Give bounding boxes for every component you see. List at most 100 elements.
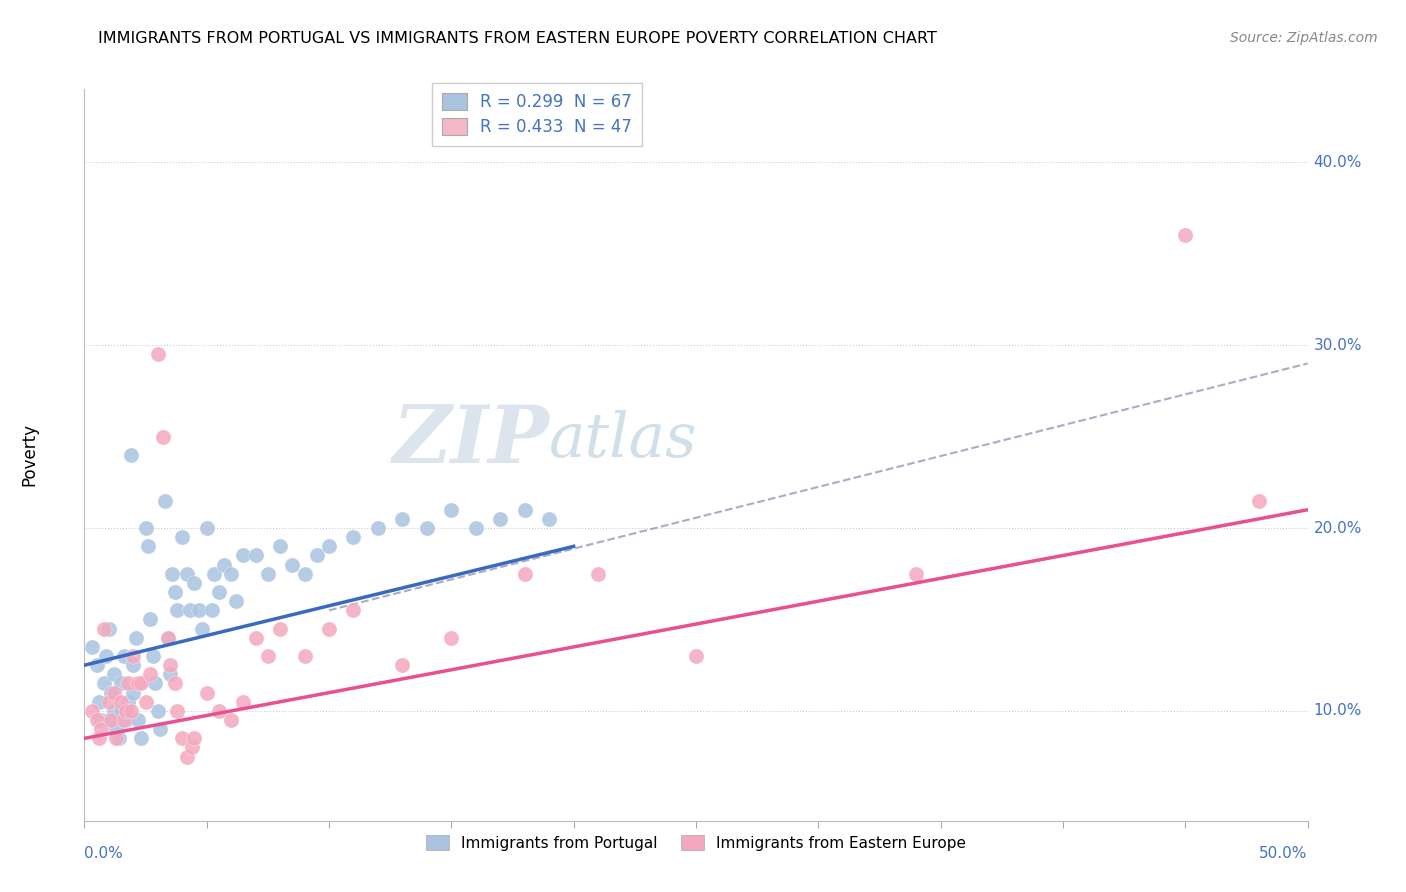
Point (489, 512, 512, 526)
Text: IMMIGRANTS FROM PORTUGAL VS IMMIGRANTS FROM EASTERN EUROPE POVERTY CORRELATION C: IMMIGRANTS FROM PORTUGAL VS IMMIGRANTS F… (98, 31, 938, 46)
Point (97, 713, 120, 727)
Point (129, 731, 152, 746)
Point (219, 713, 242, 727)
Point (117, 676, 139, 690)
Point (146, 704, 169, 718)
Point (96, 649, 118, 664)
Point (80, 704, 103, 718)
Point (464, 521, 486, 535)
Point (139, 613, 162, 627)
Point (117, 695, 139, 709)
Point (281, 558, 304, 572)
Point (135, 695, 157, 709)
Text: 0.0%: 0.0% (84, 847, 124, 862)
Point (269, 539, 291, 553)
Point (183, 731, 205, 746)
Point (129, 676, 152, 690)
Point (100, 713, 122, 727)
Point (188, 603, 211, 617)
Point (391, 658, 413, 673)
Point (245, 549, 267, 563)
Point (172, 530, 194, 544)
Text: 20.0%: 20.0% (1313, 521, 1362, 535)
Point (93, 676, 115, 690)
Point (143, 676, 166, 690)
Point (195, 686, 218, 700)
Point (120, 448, 142, 462)
Point (294, 566, 316, 581)
Point (166, 704, 188, 718)
Point (305, 549, 328, 563)
Text: ZIP: ZIP (392, 401, 550, 479)
Point (90, 713, 112, 727)
Point (225, 594, 247, 608)
Point (162, 566, 184, 581)
Point (103, 686, 125, 700)
Legend: Immigrants from Portugal, Immigrants from Eastern Europe: Immigrants from Portugal, Immigrants fro… (420, 829, 972, 857)
Point (257, 649, 280, 664)
Point (86, 713, 108, 727)
Point (107, 731, 129, 746)
Point (232, 549, 254, 563)
Point (122, 658, 145, 673)
Point (159, 667, 181, 681)
Point (110, 676, 132, 690)
Point (159, 658, 181, 673)
Point (1174, 228, 1197, 243)
Text: 50.0%: 50.0% (1260, 847, 1308, 862)
Point (163, 585, 186, 599)
Point (208, 585, 231, 599)
Point (176, 566, 198, 581)
Point (87, 731, 110, 746)
Point (391, 512, 413, 526)
Point (513, 566, 536, 581)
Point (97, 695, 120, 709)
Point (195, 521, 218, 535)
Point (513, 503, 536, 517)
Point (191, 622, 214, 636)
Text: 30.0%: 30.0% (1313, 338, 1362, 352)
Point (115, 713, 138, 727)
Point (100, 686, 122, 700)
Point (112, 713, 135, 727)
Point (166, 603, 188, 617)
Point (156, 631, 179, 645)
Point (172, 731, 194, 746)
Point (342, 530, 364, 544)
Point (269, 622, 291, 636)
Point (142, 649, 165, 664)
Point (86, 658, 108, 673)
Point (416, 521, 439, 535)
Point (183, 576, 205, 591)
Point (93, 622, 115, 636)
Text: 40.0%: 40.0% (1313, 155, 1362, 169)
Point (135, 521, 157, 535)
Text: 10.0%: 10.0% (1313, 704, 1362, 718)
Point (80, 640, 103, 654)
Text: Poverty: Poverty (20, 424, 38, 486)
Point (367, 521, 389, 535)
Text: Source: ZipAtlas.com: Source: ZipAtlas.com (1230, 31, 1378, 45)
Point (685, 649, 707, 664)
Point (318, 622, 340, 636)
Point (163, 676, 186, 690)
Point (202, 566, 225, 581)
Point (110, 695, 132, 709)
Point (200, 603, 222, 617)
Point (122, 649, 145, 664)
Point (905, 566, 928, 581)
Point (110, 704, 132, 718)
Point (90, 723, 112, 737)
Point (294, 649, 316, 664)
Point (1247, 493, 1270, 508)
Point (127, 676, 149, 690)
Point (87, 695, 110, 709)
Point (97, 622, 120, 636)
Point (127, 713, 149, 727)
Point (122, 686, 145, 700)
Point (139, 667, 162, 681)
Text: atlas: atlas (550, 410, 697, 470)
Point (112, 649, 135, 664)
Point (125, 631, 148, 645)
Point (538, 512, 561, 526)
